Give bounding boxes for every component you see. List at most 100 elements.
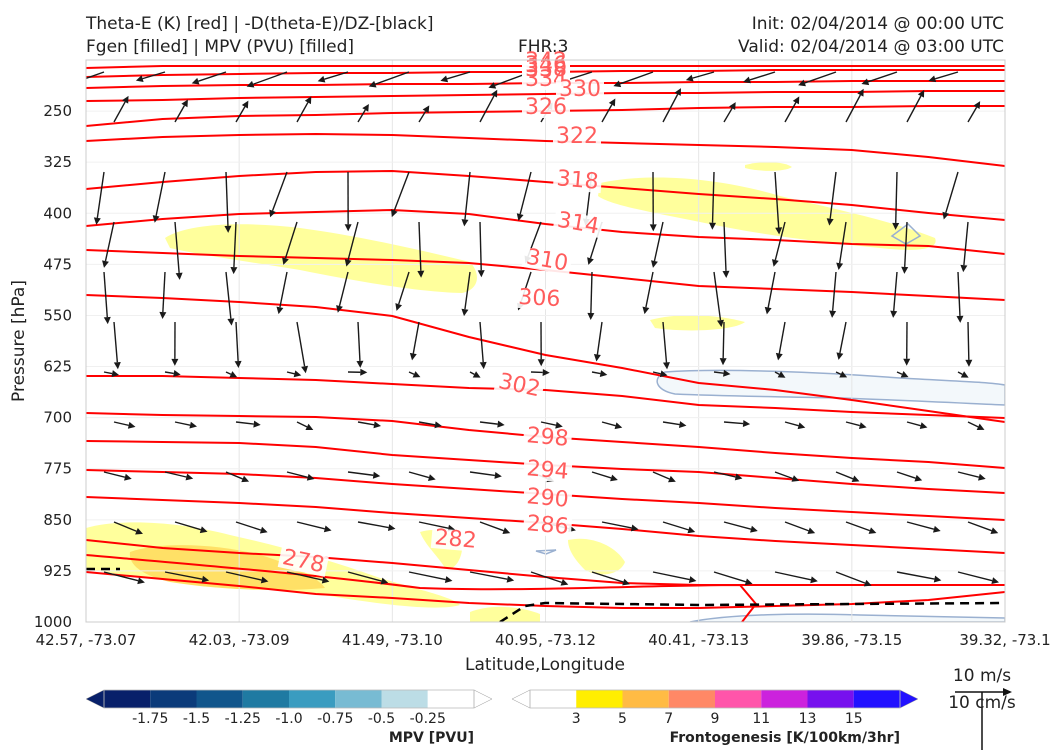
- wind-vector-head: [199, 526, 208, 534]
- wind-vector-head: [102, 260, 109, 268]
- wind-vector-shaft: [142, 71, 166, 80]
- wind-vector-head: [412, 371, 421, 378]
- mpv-region-mid-right: [656, 369, 1005, 406]
- wind-vector-head: [344, 258, 352, 267]
- wind-vector-head: [729, 102, 736, 110]
- valid-time: Valid: 02/04/2014 @ 03:00 UTC: [738, 37, 1004, 57]
- theta-e-contour: [86, 208, 1005, 255]
- theta-e-label: 322: [556, 124, 598, 149]
- theta-e-contour: [86, 132, 1005, 167]
- colorbar-tick-label: -0.5: [368, 711, 395, 727]
- wind-vector-head: [685, 74, 694, 82]
- colorbar-tick-label: -1.75: [132, 711, 168, 727]
- wind-vector-head: [771, 259, 779, 267]
- wind-vector-head: [608, 98, 616, 107]
- wind-vector-shaft: [662, 521, 689, 531]
- wind-vector-head: [246, 80, 255, 88]
- wind-vector-shaft: [896, 471, 916, 479]
- wind-vector-shaft: [103, 471, 126, 478]
- theta-e-contour: [86, 571, 1005, 609]
- x-tick-label: 42.03, -73.09: [189, 631, 290, 649]
- wind-vector-head: [380, 577, 389, 585]
- wind-vector-shaft: [784, 102, 797, 123]
- wind-vector-head: [229, 371, 238, 378]
- wind-vector-head: [777, 371, 786, 378]
- wind-vector-shaft: [284, 221, 298, 259]
- wind-vector-head: [103, 316, 111, 325]
- wind-vector-shaft: [357, 521, 389, 529]
- wind-vector-shaft: [479, 221, 482, 271]
- wind-vector-shaft: [103, 571, 139, 582]
- theta-e-label: 330: [559, 77, 601, 102]
- wind-vector-shaft: [967, 106, 978, 123]
- wind-vector-head: [323, 525, 332, 533]
- wind-vector-head: [391, 209, 398, 218]
- wind-vector-head: [662, 362, 670, 370]
- wind-vector-shaft: [418, 221, 422, 271]
- theta-e-label: 282: [434, 525, 478, 554]
- colorbar-title: Frontogenesis [K/100km/3hr]: [670, 730, 900, 746]
- wind-vector-shaft: [357, 421, 375, 426]
- wind-vector-shaft: [711, 171, 715, 223]
- wind-vector-head: [709, 222, 717, 230]
- wind-vector-shaft: [957, 271, 961, 316]
- wind-vector-shaft: [591, 571, 624, 583]
- wind-vector-head: [506, 575, 515, 583]
- wind-vector-head: [434, 421, 442, 429]
- y-tick-label: 700: [43, 409, 72, 427]
- colorbar-swatch: [668, 690, 715, 708]
- wind-vector-shaft: [652, 471, 670, 480]
- wind-vector-head: [587, 257, 594, 265]
- wind-vector-shaft: [835, 471, 854, 480]
- wind-vector-shaft: [540, 421, 557, 426]
- wind-vector-head: [914, 474, 923, 482]
- wind-vector-shaft: [86, 71, 105, 80]
- wind-vector-shaft: [235, 321, 239, 362]
- reference-vector: 10 m/s 10 cm/s: [948, 666, 1016, 750]
- colorbar-swatch: [530, 690, 577, 708]
- colorbar-tick-label: 3: [572, 711, 581, 727]
- wind-vector-shaft: [723, 107, 733, 123]
- wind-vector-head: [560, 579, 569, 586]
- wind-vector-head: [253, 420, 261, 428]
- wind-vector-head: [317, 75, 326, 83]
- colorbar-swatch: [104, 690, 151, 708]
- wind-vector-head: [301, 365, 309, 374]
- wind-vector-shaft: [957, 371, 963, 375]
- wind-vector-head: [734, 473, 743, 481]
- wind-vector-head: [502, 527, 511, 534]
- wind-vector-shaft: [338, 271, 349, 307]
- wind-vector-head: [336, 305, 343, 313]
- wind-vector-head: [863, 579, 872, 587]
- wind-vector-shaft: [252, 71, 288, 85]
- wind-vector-shaft: [113, 101, 126, 123]
- wind-vector-shaft: [906, 95, 922, 123]
- theta-e-label-bg: [522, 486, 573, 512]
- colorbar-swatch: [289, 690, 336, 708]
- y-tick-label: 475: [43, 255, 72, 273]
- theta-e-label-bg: [552, 210, 604, 239]
- wind-vector-head: [613, 80, 622, 88]
- wind-vector-head: [933, 575, 942, 583]
- wind-vector-head: [956, 315, 964, 323]
- wind-vector-shaft: [591, 371, 601, 375]
- colorbar-tick-label: 9: [711, 711, 720, 727]
- wind-vector-head: [230, 266, 238, 275]
- wind-vector-shaft: [662, 421, 680, 426]
- wind-vector-shaft: [713, 371, 724, 374]
- colorbar-swatch: [196, 690, 243, 708]
- wind-vector-head: [960, 264, 968, 273]
- wind-vector-head: [387, 524, 396, 531]
- wind-vector-shaft: [722, 321, 725, 359]
- title-line-2: Fgen [filled] | MPV (PVU) [filled]: [86, 37, 355, 57]
- colorbar-swatch: [715, 690, 762, 708]
- x-axis-ticks: 42.57, -73.07 42.03, -73.09 41.49, -73.10 4…: [36, 631, 1050, 649]
- theta-e-label: 338: [525, 57, 567, 82]
- wind-vector-shaft: [393, 171, 410, 211]
- wind-vector-shaft: [713, 471, 736, 478]
- wind-vector-shaft: [412, 321, 420, 354]
- y-tick-label: 325: [43, 153, 72, 171]
- wind-vector-head: [659, 370, 668, 378]
- wind-vector-head: [743, 76, 751, 84]
- wind-vector-head: [440, 75, 449, 83]
